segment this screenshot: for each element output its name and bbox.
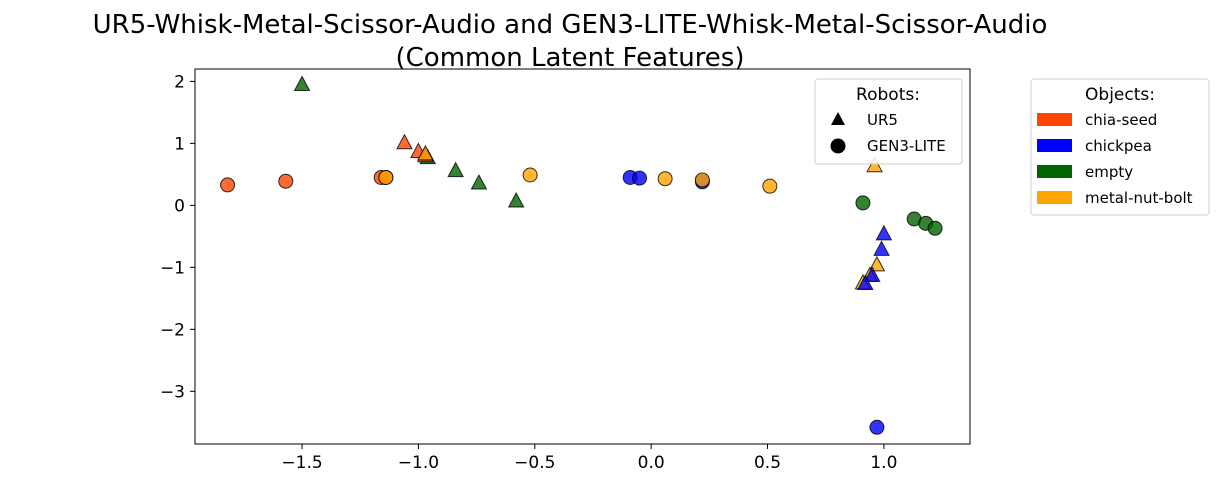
data-point-gen3-lite-metal-nut-bolt xyxy=(762,178,778,194)
data-point-ur5-metal-nut-bolt xyxy=(866,156,883,173)
data-point-ur5-metal-nut-bolt xyxy=(868,255,886,272)
data-point-ur5-empty xyxy=(507,191,525,208)
y-tick-label: −1 xyxy=(160,258,185,278)
chart-title-line2: (Common Latent Features) xyxy=(396,43,745,73)
plot-frame xyxy=(194,68,971,445)
robots-legend-label-ur5: UR5 xyxy=(867,111,898,129)
data-point-gen3-lite-empty xyxy=(855,195,871,211)
data-point-gen3-lite-metal-nut-bolt xyxy=(657,171,673,187)
objects-legend-label-chickpea: chickpea xyxy=(1085,137,1152,155)
data-point-gen3-lite-metal-nut-bolt xyxy=(522,167,538,183)
y-tick-label: 1 xyxy=(174,134,185,154)
objects-legend-title: Objects: xyxy=(1085,85,1155,105)
data-point-ur5-metal-nut-bolt xyxy=(417,144,434,161)
x-tick-label: 0.0 xyxy=(638,453,665,473)
chia-seed-swatch xyxy=(1037,113,1072,126)
data-point-gen3-lite-chia-seed xyxy=(220,177,236,193)
axes-ticks: −1.5 −1.0 −0.5 0.0 0.5 1.0 2 1 0 −1 −2 −3 xyxy=(160,72,897,473)
data-point-gen3-lite-metal-nut-bolt xyxy=(694,172,710,188)
x-tick-label: −1.0 xyxy=(398,453,439,473)
robots-legend-box xyxy=(814,78,963,165)
data-point-ur5-chickpea xyxy=(863,266,881,282)
x-tick-label: −1.5 xyxy=(281,453,322,473)
chart-title-line1: UR5-Whisk-Metal-Scissor-Audio and GEN3-L… xyxy=(93,10,1048,40)
y-tick-label: −3 xyxy=(160,382,185,402)
data-point-gen3-lite-metal-nut-bolt xyxy=(378,169,394,185)
circle-marker-icon xyxy=(830,138,846,154)
objects-legend-label-chia-seed: chia-seed xyxy=(1085,111,1157,129)
x-tick-label: −0.5 xyxy=(514,453,555,473)
data-point-gen3-lite-chia-seed xyxy=(278,173,294,189)
triangle-marker-icon xyxy=(831,112,845,125)
x-tick-label: 0.5 xyxy=(754,453,781,473)
metal-nut-bolt-swatch xyxy=(1037,191,1072,204)
robots-legend-label-gen3-lite: GEN3-LITE xyxy=(867,137,946,155)
objects-legend-label-metal-nut-bolt: metal-nut-bolt xyxy=(1085,189,1193,207)
objects-legend-box xyxy=(1030,78,1210,216)
data-point-gen3-lite-chickpea xyxy=(869,419,885,435)
empty-swatch xyxy=(1037,165,1072,178)
objects-legend-label-empty: empty xyxy=(1085,163,1133,181)
data-point-gen3-lite-chickpea xyxy=(632,170,648,186)
data-point-gen3-lite-empty xyxy=(927,220,943,236)
data-point-ur5-chia-seed xyxy=(396,133,413,150)
data-point-ur5-chickpea xyxy=(875,224,893,241)
data-point-ur5-empty xyxy=(447,161,464,178)
data-point-ur5-empty xyxy=(470,173,488,190)
data-point-ur5-chickpea xyxy=(873,240,890,256)
y-tick-label: 0 xyxy=(174,196,185,216)
data-point-ur5-empty xyxy=(293,75,311,91)
y-tick-label: −2 xyxy=(160,320,185,340)
chickpea-swatch xyxy=(1037,139,1072,152)
robots-legend: Robots: UR5 GEN3-LITE xyxy=(814,78,963,165)
y-tick-label: 2 xyxy=(174,72,185,92)
robots-legend-title: Robots: xyxy=(856,85,920,105)
x-tick-label: 1.0 xyxy=(870,453,897,473)
objects-legend: Objects: chia-seed chickpea empty metal-… xyxy=(1030,78,1210,216)
data-point-ur5-chickpea xyxy=(856,274,874,290)
data-points xyxy=(220,75,943,435)
